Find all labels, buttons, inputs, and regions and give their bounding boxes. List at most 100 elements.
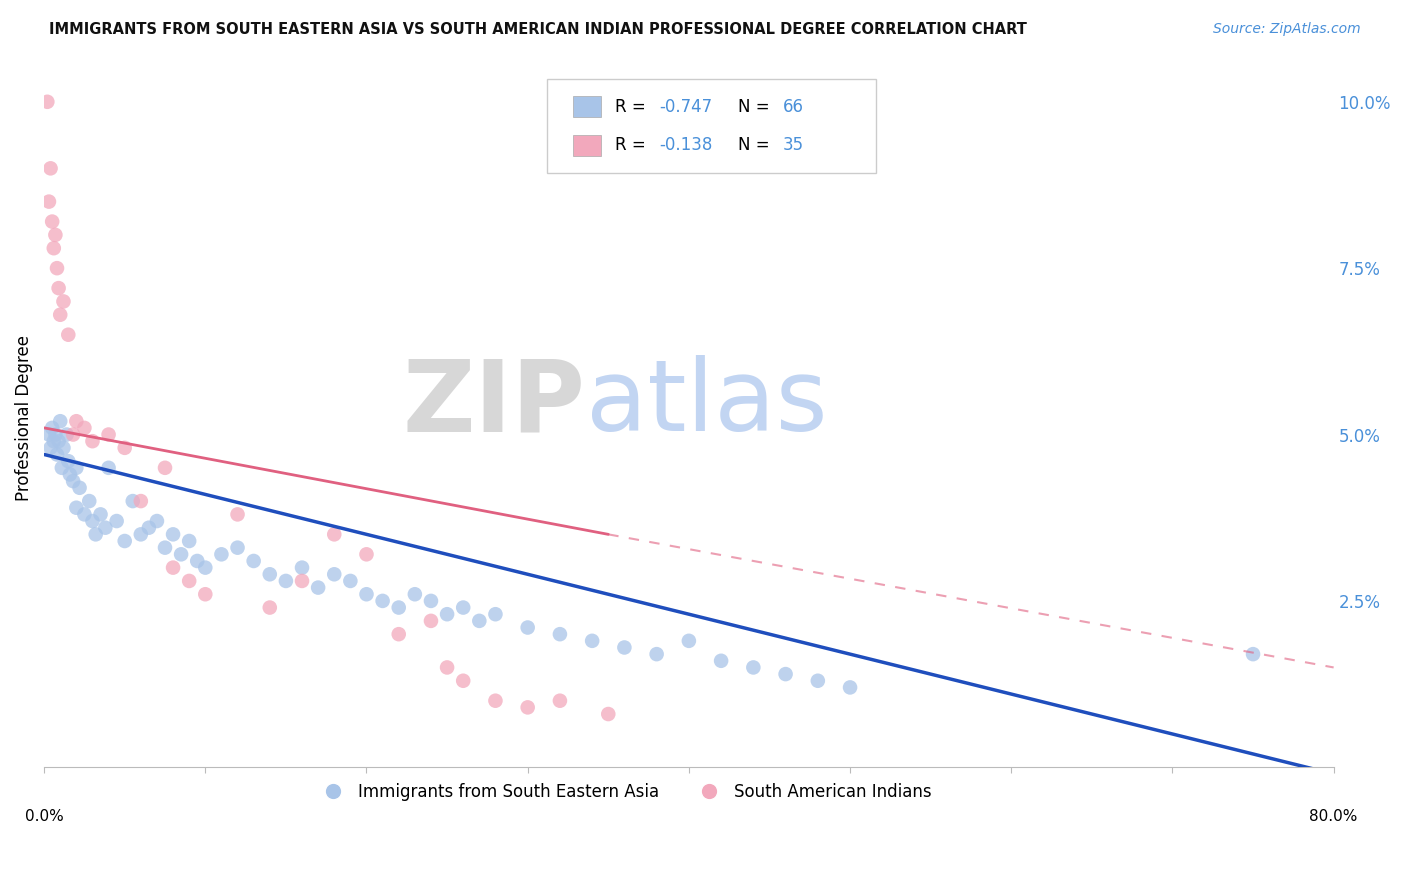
Point [420, 614, 443, 628]
Text: R =: R = [616, 98, 651, 116]
Point [678, 633, 700, 648]
Point [404, 587, 426, 601]
Point [613, 640, 636, 655]
Point [598, 706, 620, 721]
Point [38, 427, 60, 442]
Point [170, 547, 193, 561]
Point [44, 427, 66, 442]
Point [121, 494, 143, 508]
Point [52, 294, 75, 309]
Point [58, 327, 80, 342]
Point [129, 527, 152, 541]
Point [839, 681, 862, 695]
Point [153, 541, 176, 555]
Point [516, 620, 538, 634]
Text: -0.138: -0.138 [659, 136, 713, 154]
Point [162, 560, 184, 574]
Text: atlas: atlas [586, 355, 827, 452]
Point [484, 694, 506, 708]
Point [65, 500, 87, 515]
Point [105, 514, 128, 528]
Point [291, 574, 314, 588]
Y-axis label: Professional Degree: Professional Degree [15, 334, 32, 501]
Point [46, 448, 69, 462]
Point [46, 261, 69, 276]
Point [291, 560, 314, 574]
Point [710, 654, 733, 668]
Point [436, 607, 458, 622]
Legend: Immigrants from South Eastern Asia, South American Indians: Immigrants from South Eastern Asia, Sout… [311, 777, 939, 808]
Point [39, 161, 62, 176]
Point [49, 414, 72, 428]
Point [388, 627, 411, 641]
Point [323, 527, 346, 541]
Point [59, 467, 82, 482]
FancyBboxPatch shape [547, 79, 876, 173]
Point [226, 541, 249, 555]
Point [69, 481, 91, 495]
Point [94, 521, 117, 535]
Point [194, 560, 217, 574]
Point [37, 95, 59, 109]
Point [65, 414, 87, 428]
Point [48, 434, 70, 449]
Text: R =: R = [616, 136, 651, 154]
Point [82, 514, 104, 528]
Point [38, 194, 60, 209]
Point [97, 427, 120, 442]
Point [84, 527, 107, 541]
Bar [572, 96, 602, 118]
Point [420, 594, 443, 608]
Point [114, 441, 136, 455]
Point [259, 567, 281, 582]
Text: 35: 35 [783, 136, 804, 154]
Point [807, 673, 830, 688]
Point [97, 460, 120, 475]
Bar [572, 135, 602, 156]
Point [41, 214, 63, 228]
Point [49, 308, 72, 322]
Point [73, 508, 96, 522]
Point [58, 454, 80, 468]
Point [307, 581, 329, 595]
Point [548, 627, 571, 641]
Point [516, 700, 538, 714]
Point [226, 508, 249, 522]
Point [194, 587, 217, 601]
Point [52, 441, 75, 455]
Point [62, 427, 84, 442]
Point [339, 574, 361, 588]
Point [89, 508, 111, 522]
Point [179, 574, 201, 588]
Text: 66: 66 [783, 98, 804, 116]
Point [82, 434, 104, 449]
Point [388, 600, 411, 615]
Point [179, 534, 201, 549]
Point [129, 494, 152, 508]
Point [451, 600, 474, 615]
Point [146, 514, 169, 528]
Point [162, 527, 184, 541]
Point [468, 614, 491, 628]
Point [186, 554, 208, 568]
Point [242, 554, 264, 568]
Point [356, 587, 378, 601]
Point [259, 600, 281, 615]
Point [51, 460, 73, 475]
Text: ZIP: ZIP [404, 355, 586, 452]
Point [41, 421, 63, 435]
Point [323, 567, 346, 582]
Text: 0.0%: 0.0% [25, 809, 63, 824]
Point [114, 534, 136, 549]
Text: -0.747: -0.747 [659, 98, 713, 116]
Point [48, 281, 70, 295]
Point [42, 241, 65, 255]
Point [209, 547, 232, 561]
Point [65, 460, 87, 475]
Point [73, 421, 96, 435]
Point [77, 494, 100, 508]
Point [42, 434, 65, 449]
Point [371, 594, 394, 608]
Point [484, 607, 506, 622]
Point [451, 673, 474, 688]
